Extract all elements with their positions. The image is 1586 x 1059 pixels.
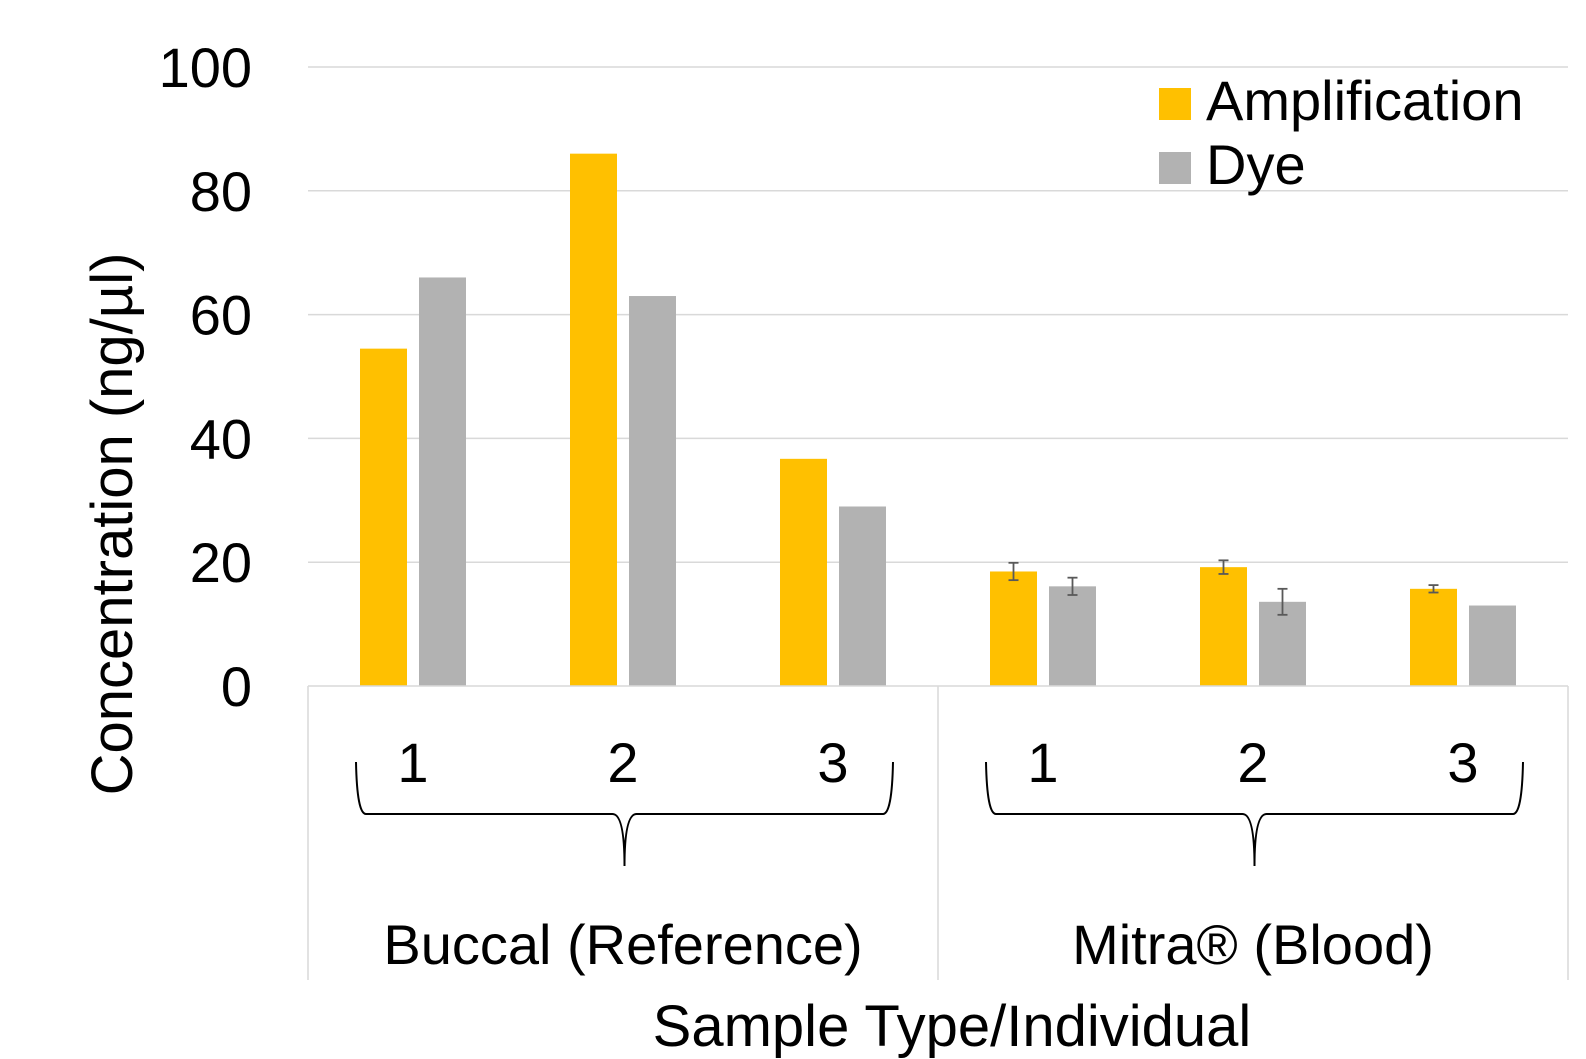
bar-amplification xyxy=(780,458,827,686)
y-tick-label: 100 xyxy=(159,36,252,99)
x-tick-label: 3 xyxy=(817,731,848,794)
bar-dye xyxy=(419,277,466,686)
gridlines xyxy=(308,66,1568,563)
y-tick-label: 40 xyxy=(190,407,252,470)
bars xyxy=(360,153,1516,686)
legend-label-amplification: Amplification xyxy=(1206,69,1523,132)
bar-dye xyxy=(1049,586,1096,686)
legend-label-dye: Dye xyxy=(1206,133,1306,196)
y-tick-label: 20 xyxy=(190,531,252,594)
bar-dye xyxy=(1259,601,1306,686)
y-axis-ticks: 0 20 40 60 80 100 xyxy=(159,36,252,718)
group-brace xyxy=(985,761,1524,867)
bar-amplification xyxy=(570,153,617,686)
y-tick-label: 60 xyxy=(190,284,252,347)
legend-swatch-amplification xyxy=(1159,88,1191,120)
group-label: Mitra® (Blood) xyxy=(1072,913,1434,976)
x-tick-label: 1 xyxy=(397,731,428,794)
bar-amplification xyxy=(1410,588,1457,686)
bar-dye xyxy=(629,296,676,686)
group-brace xyxy=(355,761,894,867)
x-tick-label: 1 xyxy=(1027,731,1058,794)
x-axis-label: Sample Type/Individual xyxy=(653,994,1252,1059)
y-tick-label: 80 xyxy=(190,160,252,223)
bar-amplification xyxy=(990,571,1037,686)
bar-amplification xyxy=(360,348,407,686)
x-axis: 1 2 3 Buccal (Reference) 1 2 3 Mitra® (Blood) xyxy=(307,685,1569,980)
x-tick-label: 2 xyxy=(1237,731,1268,794)
legend-swatch-dye xyxy=(1159,152,1191,184)
x-tick-label: 3 xyxy=(1447,731,1478,794)
bar-dye xyxy=(839,506,886,686)
bar-amplification xyxy=(1200,567,1247,686)
group-label: Buccal (Reference) xyxy=(383,913,862,976)
y-tick-label: 0 xyxy=(221,655,252,718)
x-tick-label: 2 xyxy=(607,731,638,794)
bar-dye xyxy=(1469,605,1516,686)
error-bars xyxy=(1008,559,1439,616)
y-axis-label: Concentration (ng/µl) xyxy=(80,253,145,796)
